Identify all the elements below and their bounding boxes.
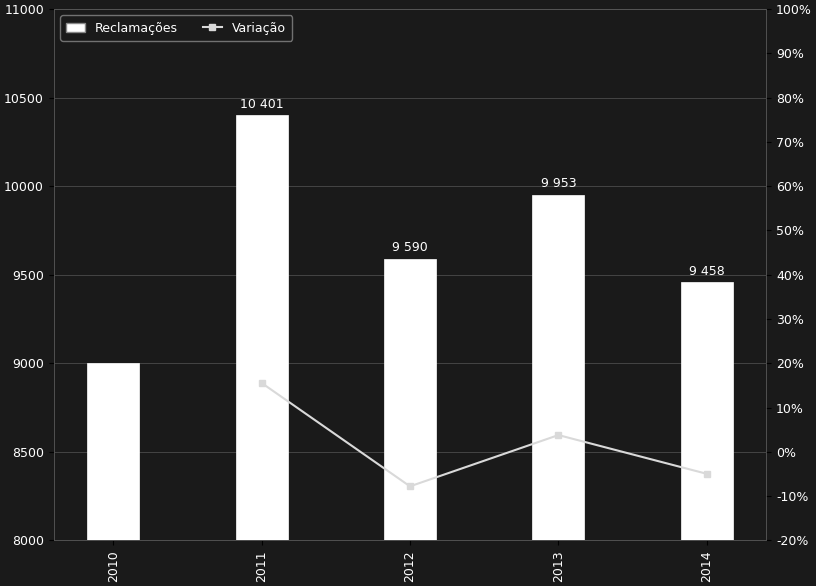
Text: 9 953: 9 953 <box>541 177 576 190</box>
Text: 10 401: 10 401 <box>240 98 283 111</box>
Bar <box>87 363 139 540</box>
Text: 9 590: 9 590 <box>392 241 428 254</box>
Bar <box>384 259 436 540</box>
Bar <box>681 282 733 540</box>
Legend: Reclamações, Variação: Reclamações, Variação <box>60 15 292 41</box>
Bar <box>236 115 287 540</box>
Text: 9 458: 9 458 <box>689 265 725 278</box>
Bar <box>533 195 584 540</box>
